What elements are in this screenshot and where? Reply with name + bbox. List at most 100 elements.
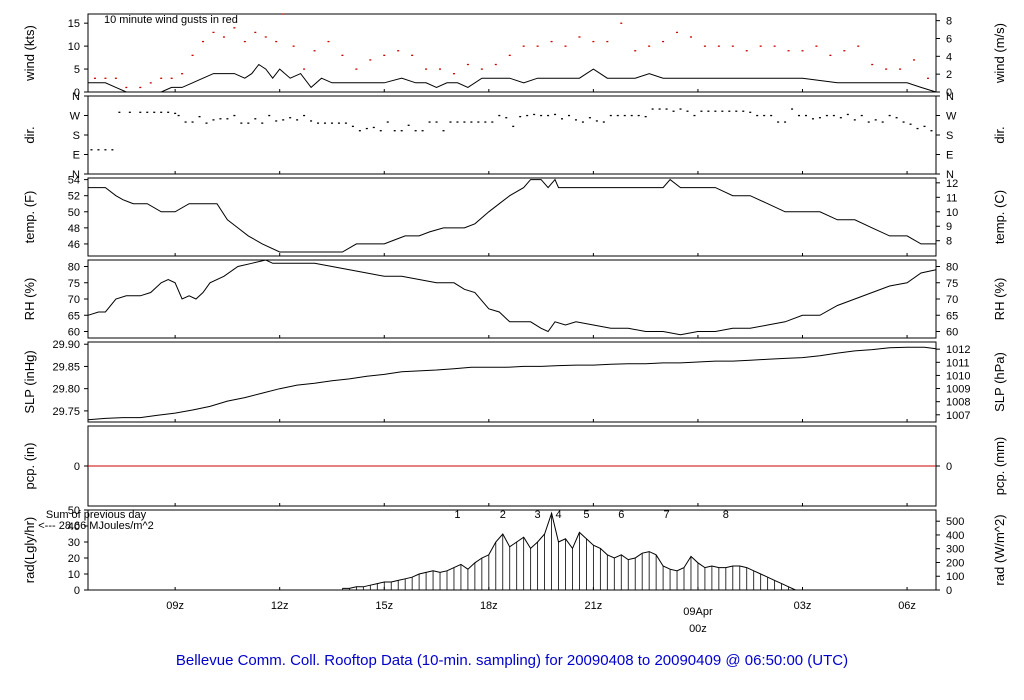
slp-ytick-label-right: 1011 [946,357,970,369]
wind-gust-point [773,45,776,47]
dir-point [491,121,494,123]
slp-ytick-label-left: 29.80 [52,384,80,396]
dir-point [421,130,424,132]
temp-ytick-label-right: 8 [946,236,952,248]
rad-ytick-label-left: 20 [68,553,80,565]
wind-gust-point [815,45,818,47]
dir-point [358,130,361,132]
rad-panel-frame [87,509,937,591]
dir-point [895,117,898,119]
rad-ytick-label-right: 100 [946,571,964,583]
rad-hour-marker: 2 [500,509,506,521]
temp-ytick-label-right: 11 [946,192,957,204]
temp-ytick-label-right: 12 [946,178,958,190]
dir-point [602,121,605,123]
dir-point [289,117,292,119]
dir-ytick-label-right: E [946,150,953,162]
dir-point [153,111,156,113]
time-tick-label: 03z [794,600,812,612]
dir-point [574,119,577,121]
slp-ylabel-right: SLP (hPa) [992,352,1007,412]
wind-gust-point [676,31,679,34]
wind-gust-point [104,77,107,79]
rad-ytick-label-left: 40 [68,521,80,533]
wind-gust-point [592,40,595,43]
dir-point [791,108,794,110]
dir-point [881,121,884,123]
slp-ytick-label-right: 1010 [946,370,970,382]
pcp-ylabel-left: pcp. (in) [22,443,37,490]
wind-ytick-label-right: 6 [946,34,952,46]
slp-line [87,346,937,421]
dir-point [505,117,508,119]
rad-ytick-label-right: 400 [946,530,964,542]
slp-ytick-label-left: 29.90 [52,339,80,351]
page-footer-title: Bellevue Comm. Coll. Rooftop Data (10-mi… [175,652,849,669]
dir-point [707,110,710,112]
slp-ytick-label-left: 29.75 [52,406,80,418]
wind-gust-point [564,45,567,47]
dir-ytick-label-right: W [946,111,957,123]
dir-point [533,113,536,116]
wind-ytick-label-left: 15 [68,18,80,30]
wind-gust-point [313,50,316,52]
dir-point [310,120,313,122]
wind-gust-point [926,77,929,79]
wind-ytick-label-left: 10 [68,41,80,53]
dir-point [811,118,814,120]
dir-ytick-label-left: S [73,130,80,142]
dir-point [923,125,926,128]
dir-point [463,121,466,123]
wind-gust-point [369,59,372,61]
dir-point [588,117,591,119]
dir-point [90,149,93,151]
wind-gust-point [662,40,665,43]
dir-point [212,119,215,121]
time-tick-label: 21z [585,600,603,612]
wind-ytick-label-left: 5 [74,64,80,76]
dir-point [839,117,842,119]
dir-point [268,114,271,117]
rad-ytick-label-right: 200 [946,557,964,569]
rad-ytick-label-left: 50 [68,505,80,517]
rad-ylabel-left: rad(Lgly/hr) [22,517,37,583]
dir-point [909,123,912,125]
dir-point [658,108,661,110]
temp-ytick-label-left: 54 [68,175,80,187]
dir-ytick-label-right: S [946,130,953,142]
dir-point [184,121,187,123]
temp-ytick-label-right: 10 [946,207,958,219]
wind-gust-point [885,68,888,70]
dir-point [763,114,766,117]
dir-point [146,111,149,113]
slp-ytick-label-right: 1008 [946,397,970,409]
wind-gust-point [759,45,762,47]
dir-point [317,122,320,124]
dir-panel-frame [87,95,937,175]
dir-point [442,130,445,132]
wind-gust-point [139,86,142,89]
rh-ytick-label-right: 75 [946,278,958,290]
dir-point [393,130,396,132]
dir-point [111,149,114,151]
dir-point [233,114,236,117]
wind-gust-point [550,40,553,43]
dir-point [581,121,584,123]
dir-point [435,121,438,123]
dir-ytick-label-left: N [72,169,80,181]
temp-ytick-label-right: 9 [946,221,952,233]
dir-point [191,121,194,123]
dir-point [512,125,515,128]
pcp-ytick-label-left: 0 [74,461,80,473]
wind-gust-point [871,63,874,66]
wind-speed-line [88,63,937,93]
dir-point [693,114,696,117]
dir-point [798,114,801,117]
dir-point [449,121,452,123]
rad-hour-marker: 5 [583,509,589,521]
dir-point [749,111,752,113]
dir-point [372,126,375,129]
dir-point [867,121,870,123]
wind-gust-point [275,40,278,43]
wind-ytick-label-right: 8 [946,16,952,28]
